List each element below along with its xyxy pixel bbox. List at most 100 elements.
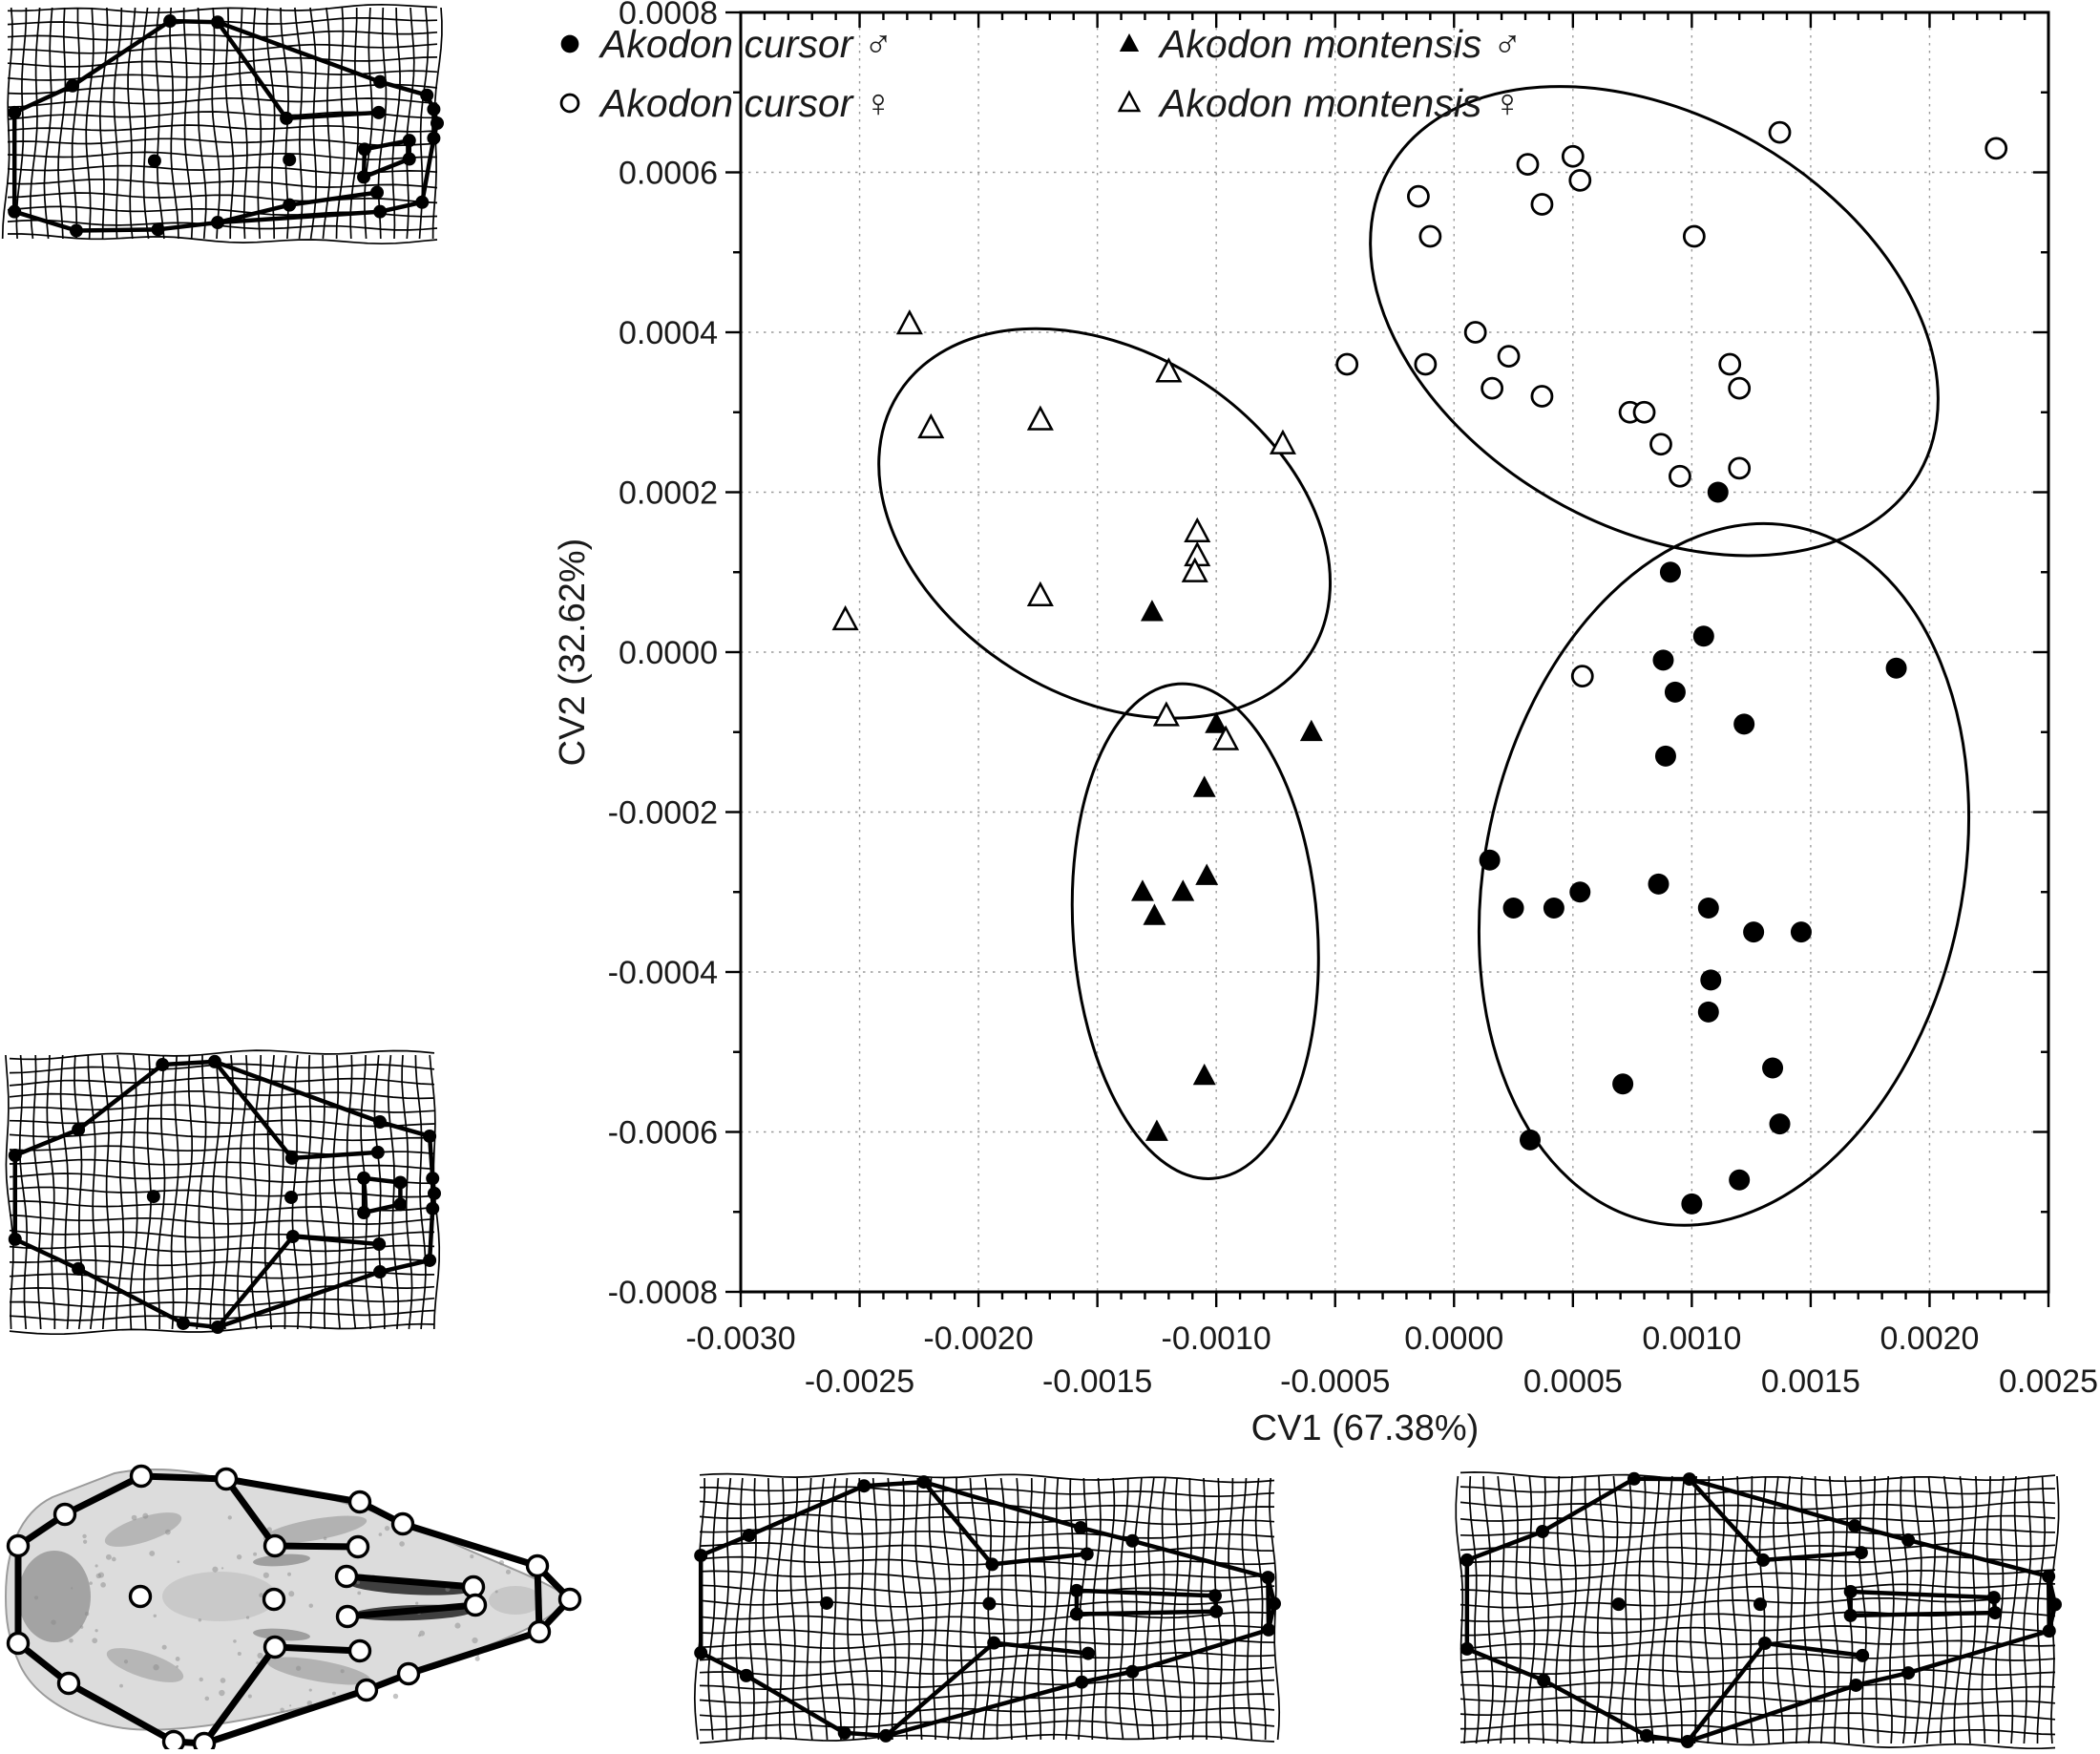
wireframe-edge xyxy=(15,1239,78,1269)
data-point-circle-filled xyxy=(1700,969,1721,990)
speckle xyxy=(475,1657,480,1661)
landmark-dot xyxy=(1261,1571,1274,1584)
wireframe-edge xyxy=(170,21,218,22)
landmark-dot xyxy=(211,1321,224,1334)
landmark-circle xyxy=(9,1536,29,1556)
y-tick-label: 0.0000 xyxy=(619,635,718,671)
speckle xyxy=(280,1707,284,1712)
landmark-circle xyxy=(350,1492,370,1512)
speckle xyxy=(495,1591,498,1594)
data-point-circle-filled xyxy=(1693,625,1714,646)
grid-line-horizontal xyxy=(1460,1543,2055,1552)
landmark-dot xyxy=(427,132,440,145)
x-tick-label-row2: 0.0015 xyxy=(1761,1363,1860,1400)
wireframe-edge xyxy=(380,1260,430,1272)
landmark-dot xyxy=(156,1058,169,1071)
grid-line-horizontal xyxy=(10,1050,434,1059)
data-point-circle-filled xyxy=(1520,1130,1541,1151)
y-tick-label: -0.0004 xyxy=(608,955,718,991)
landmark-dot xyxy=(393,1175,407,1189)
grid-line-horizontal xyxy=(8,180,437,188)
landmark-dot xyxy=(1754,1597,1767,1611)
y-tick-label: 0.0004 xyxy=(619,315,718,351)
landmark-circle xyxy=(9,1634,29,1654)
grid-line-horizontal xyxy=(1460,1472,2055,1481)
landmark-dot xyxy=(1268,1597,1281,1611)
grid-line-vertical xyxy=(1873,1476,1880,1743)
data-point-triangle-filled xyxy=(1193,1064,1216,1085)
grid-line-horizontal xyxy=(700,1721,1274,1729)
speckle xyxy=(177,1560,179,1563)
grid-line-vertical xyxy=(1915,1476,1922,1743)
grid-line-horizontal xyxy=(10,1188,434,1197)
data-point-circle-filled xyxy=(1612,1073,1633,1094)
speckle xyxy=(288,1591,294,1596)
landmark-dot xyxy=(1460,1642,1474,1656)
data-point-circle-open xyxy=(1572,666,1592,687)
confidence-ellipse-akodon-montensis-female xyxy=(807,248,1401,798)
landmark-circle xyxy=(338,1607,358,1627)
data-point-circle-filled xyxy=(1681,1194,1702,1215)
landmark-dot xyxy=(403,134,416,147)
landmark-dot xyxy=(820,1596,833,1610)
grid-line-vertical xyxy=(100,8,108,239)
data-point-triangle-filled xyxy=(1120,33,1139,52)
landmark-dot xyxy=(1988,1606,2002,1619)
grid-line-vertical xyxy=(199,8,206,239)
speckle xyxy=(94,1629,97,1632)
confidence-ellipse-akodon-cursor-male xyxy=(1417,477,2031,1271)
data-point-circle-filled xyxy=(1665,682,1686,703)
grid-line-vertical xyxy=(1556,1476,1563,1743)
grid-line-vertical xyxy=(1498,1476,1506,1743)
grid-line-vertical xyxy=(1830,1476,1838,1743)
landmark-dot xyxy=(357,1206,370,1219)
x-tick-label-row2: -0.0015 xyxy=(1042,1363,1152,1400)
grid-line-vertical xyxy=(1528,1476,1535,1743)
landmark-dot xyxy=(70,224,83,238)
speckle xyxy=(238,1652,242,1656)
data-point-circle-open xyxy=(1499,347,1519,367)
landmark-dot xyxy=(1683,1472,1696,1486)
speckle xyxy=(263,1573,269,1578)
speckle xyxy=(399,1541,405,1547)
wireframe-edge xyxy=(162,1062,215,1065)
grid-line-vertical xyxy=(172,1055,178,1329)
wireframe-edge xyxy=(275,1546,358,1547)
landmark-dot xyxy=(148,154,161,167)
landmark-dot xyxy=(283,153,296,166)
landmark-dot xyxy=(985,1557,998,1571)
grid-line-vertical xyxy=(1483,1476,1493,1743)
data-point-triangle-filled xyxy=(1143,903,1166,924)
grid-line-vertical xyxy=(170,8,178,239)
grid-line-vertical xyxy=(323,8,330,239)
grid-line-horizontal xyxy=(1460,1570,2055,1579)
grid-line-vertical xyxy=(142,8,149,239)
grid-line-vertical xyxy=(1705,1476,1711,1743)
speckle xyxy=(289,1704,291,1706)
landmark-circle xyxy=(195,1734,215,1750)
landmark-dot xyxy=(1537,1674,1550,1687)
wireframe-edge xyxy=(1132,1541,1268,1577)
landmark-dot xyxy=(694,1549,707,1562)
x-tick-label-row1: -0.0020 xyxy=(923,1321,1033,1357)
x-tick-label-row1: 0.0000 xyxy=(1404,1321,1503,1357)
speckle xyxy=(219,1690,224,1696)
grid-line-vertical xyxy=(1594,1476,1604,1743)
data-point-circle-filled xyxy=(1733,713,1754,734)
data-point-triangle-filled xyxy=(1141,600,1164,621)
landmark-dot xyxy=(66,79,79,93)
wireframe-edge xyxy=(364,159,410,178)
wireframe-edge xyxy=(1908,1631,2049,1673)
speckle xyxy=(393,1694,398,1699)
grid-line-vertical xyxy=(184,8,193,239)
landmark-dot xyxy=(1855,1546,1868,1559)
landmark-dot xyxy=(403,153,416,166)
axis-tick-labels: 0.00080.00060.00040.00020.0000-0.0002-0.… xyxy=(608,0,2098,1400)
data-point-circle-filled xyxy=(1708,482,1729,503)
grid-line-vertical xyxy=(212,8,220,239)
grid-line-vertical xyxy=(392,8,400,239)
y-tick-label: 0.0006 xyxy=(619,156,718,192)
grid-line-horizontal xyxy=(10,1160,434,1170)
grid-line-vertical xyxy=(1859,1476,1866,1743)
speckle xyxy=(83,1540,87,1544)
